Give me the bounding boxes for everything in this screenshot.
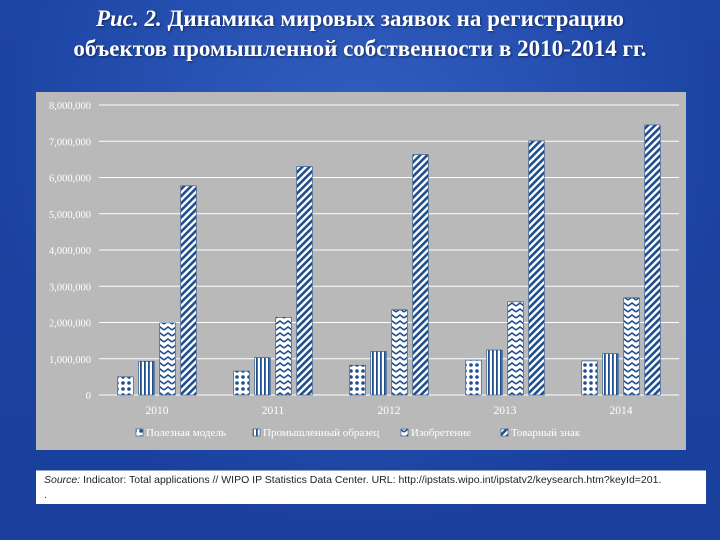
x-tick-label: 2011 — [262, 405, 285, 417]
legend-swatch — [135, 428, 144, 437]
bar-2011-4 — [296, 166, 313, 396]
bars-layer — [117, 124, 661, 396]
y-tick-label: 8,000,000 — [49, 101, 91, 112]
legend-label: Полезная модель — [146, 427, 226, 439]
bar-2013-1 — [465, 359, 482, 396]
y-tick-label: 3,000,000 — [49, 282, 91, 293]
bar-2011-3 — [275, 317, 292, 396]
bar-2012-4 — [412, 154, 429, 396]
legend: Полезная модель Промышленный образец Изобр… — [135, 427, 581, 439]
bar-2010-3 — [159, 322, 176, 396]
bar-2012-3 — [391, 309, 408, 396]
bar-chart: 0 1,000,000 2,000,000 3,000,000 4,000,000 5,0… — [49, 101, 679, 439]
legend-label: Промышленный образец — [263, 427, 379, 439]
legend-item: Изобретение — [400, 427, 471, 439]
bar-2013-2 — [486, 349, 503, 396]
legend-label: Товарный знак — [511, 427, 581, 439]
y-tick-label: 4,000,000 — [49, 246, 91, 257]
bar-2014-3 — [623, 297, 640, 396]
legend-item: Промышленный образец — [252, 427, 379, 439]
y-tick-label: 7,000,000 — [49, 137, 91, 148]
y-tick-label: 6,000,000 — [49, 174, 91, 185]
bar-2010-1 — [117, 376, 134, 396]
x-axis-ticks: 2010 2011 2012 2013 2014 — [146, 405, 633, 417]
bar-2011-2 — [254, 357, 271, 396]
legend-swatch — [500, 428, 509, 437]
y-axis-ticks: 0 1,000,000 2,000,000 3,000,000 4,000,000 5,0… — [49, 101, 91, 402]
legend-swatch — [252, 428, 261, 437]
y-tick-label: 2,000,000 — [49, 319, 91, 330]
bar-2014-1 — [581, 360, 598, 396]
title-text-1: Динамика мировых заявок на регистрацию — [167, 6, 625, 31]
legend-item: Полезная модель — [135, 427, 226, 439]
y-tick-label: 1,000,000 — [49, 355, 91, 366]
x-tick-label: 2012 — [378, 405, 401, 417]
x-tick-label: 2014 — [610, 405, 633, 417]
legend-item: Товарный знак — [500, 427, 581, 439]
source-extra: . — [44, 489, 47, 501]
bar-2010-4 — [180, 185, 197, 396]
bar-2010-2 — [138, 360, 155, 396]
source-label: Source: — [44, 474, 81, 486]
bar-2011-1 — [233, 370, 250, 396]
x-tick-label: 2010 — [146, 405, 169, 417]
bar-2014-2 — [602, 353, 619, 396]
bar-2013-3 — [507, 301, 524, 396]
legend-swatch — [400, 428, 409, 437]
title-line-2: объектов промышленной собственности в 20… — [73, 36, 647, 61]
y-tick-label: 0 — [86, 391, 91, 402]
x-tick-label: 2013 — [494, 405, 517, 417]
source-text: Indicator: Total applications // WIPO IP… — [83, 474, 662, 486]
slide-title: Рис. 2. Динамика мировых заявок на регис… — [0, 4, 720, 64]
bar-2014-4 — [644, 124, 661, 396]
chart-panel: 0 1,000,000 2,000,000 3,000,000 4,000,000 5,0… — [36, 92, 686, 450]
y-tick-label: 5,000,000 — [49, 210, 91, 221]
bar-2012-1 — [349, 364, 366, 396]
figure-label: Рис. 2. — [95, 6, 162, 31]
title-line-1: Рис. 2. Динамика мировых заявок на регис… — [0, 4, 720, 34]
bar-2012-2 — [370, 351, 387, 396]
legend-label: Изобретение — [411, 427, 471, 439]
bar-2013-4 — [528, 140, 545, 396]
source-note: Source: Indicator: Total applications //… — [36, 470, 706, 504]
